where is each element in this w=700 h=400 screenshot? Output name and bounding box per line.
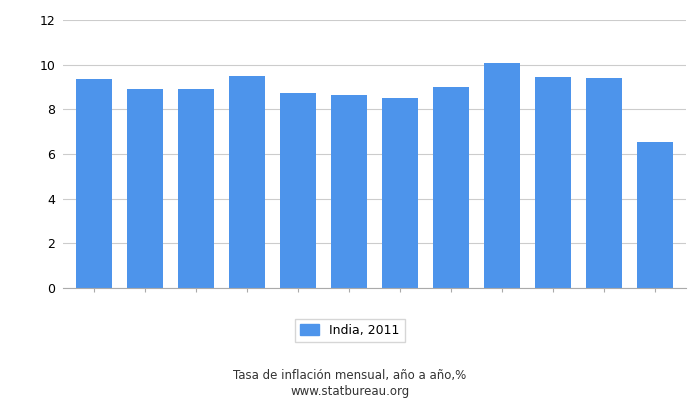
Bar <box>178 89 214 288</box>
Bar <box>638 142 673 288</box>
Text: www.statbureau.org: www.statbureau.org <box>290 386 410 398</box>
Legend: India, 2011: India, 2011 <box>295 319 405 342</box>
Bar <box>484 63 520 288</box>
Bar <box>76 79 111 288</box>
Bar <box>127 89 162 288</box>
Bar <box>280 93 316 288</box>
Bar <box>433 86 469 288</box>
Bar <box>382 98 418 288</box>
Bar <box>229 76 265 288</box>
Bar <box>587 78 622 288</box>
Bar <box>536 77 571 288</box>
Text: Tasa de inflación mensual, año a año,%: Tasa de inflación mensual, año a año,% <box>233 370 467 382</box>
Bar <box>331 96 367 288</box>
